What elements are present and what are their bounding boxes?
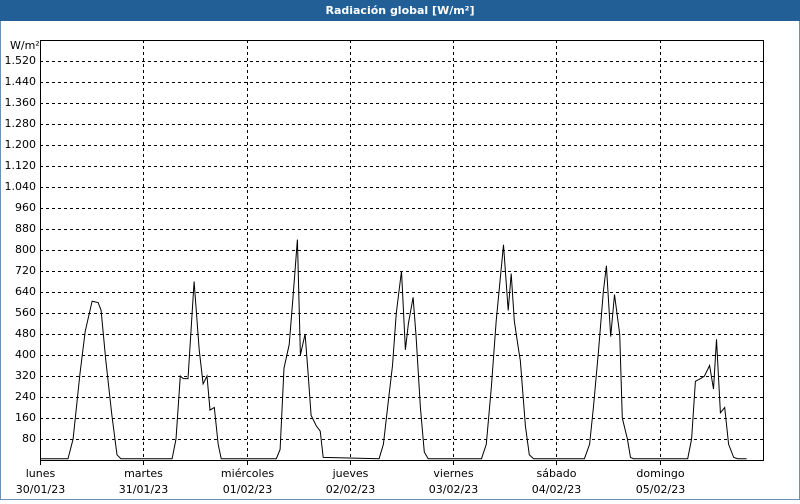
x-tick-day: lunes [26,467,56,480]
x-tick-date: 31/01/23 [119,483,168,496]
y-tick-label: 320 [15,369,36,382]
y-unit: W/m² [10,39,40,52]
x-tick-date: 04/02/23 [532,483,581,496]
x-tick-day: martes [124,467,163,480]
x-tick-day: viernes [433,467,473,480]
y-tick-label: 400 [15,348,36,361]
x-tick-date: 03/02/23 [429,483,478,496]
data-line [40,239,747,460]
y-tick-label: 1.280 [5,117,37,130]
x-tick-date: 05/02/23 [636,483,685,496]
y-tick-label: 240 [15,390,36,403]
y-tick-label: 880 [15,222,36,235]
chart-title: Radiación global [W/m²] [325,4,474,17]
x-tick-day: sábado [537,467,577,480]
y-tick-label: 1.040 [5,180,37,193]
y-tick-label: 560 [15,306,36,319]
x-tick-date: 30/01/23 [16,483,65,496]
y-tick-label: 960 [15,201,36,214]
x-tick-day: domingo [636,467,684,480]
title-bar [0,0,800,21]
y-tick-label: 640 [15,285,36,298]
y-tick-label: 480 [15,327,36,340]
plot-frame [40,40,764,461]
x-tick-date: 01/02/23 [223,483,272,496]
y-tick-label: 80 [22,432,36,445]
y-tick-label: 720 [15,264,36,277]
y-tick-label: 160 [15,411,36,424]
y-tick-label: 800 [15,243,36,256]
x-tick-day: jueves [332,467,369,480]
x-tick-day: miércoles [221,467,274,480]
y-tick-label: 1.440 [5,75,37,88]
y-tick-label: 1.200 [5,138,37,151]
y-tick-label: 1.520 [5,54,37,67]
x-tick-date: 02/02/23 [326,483,375,496]
y-tick-label: 1.360 [5,96,37,109]
y-tick-label: 1.120 [5,159,37,172]
